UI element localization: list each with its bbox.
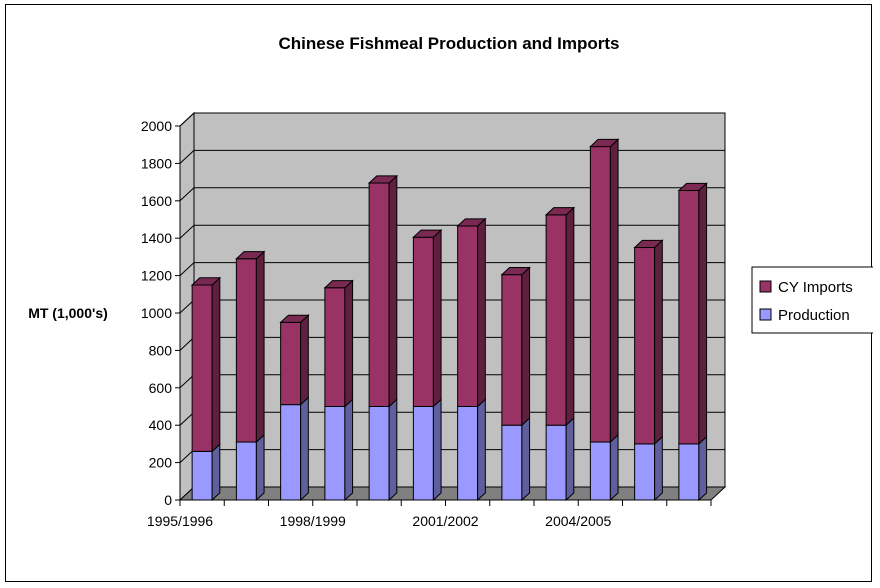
- bar-cy-imports: [280, 321, 302, 406]
- bar-production-side: [432, 398, 442, 502]
- bar-production-side: [477, 398, 486, 502]
- y-tick-label: 800: [149, 342, 173, 358]
- gridline-side: [179, 112, 195, 127]
- bar-production-side: [344, 398, 354, 502]
- y-tick-label: 2000: [141, 118, 172, 134]
- bar-production: [634, 443, 656, 501]
- bar-production-side: [388, 398, 398, 502]
- y-tick-label: 400: [149, 417, 173, 433]
- bar-cy-imports-side: [521, 266, 531, 427]
- bar-production: [678, 443, 700, 501]
- legend: [751, 266, 873, 334]
- bar-production: [457, 406, 479, 501]
- gridline-side: [179, 224, 195, 239]
- gridline-side: [179, 262, 195, 276]
- bar-cy-imports-side: [432, 228, 442, 408]
- bar-cy-imports-side: [300, 314, 309, 406]
- bar-cy-imports-side: [211, 276, 221, 453]
- bar-production: [589, 441, 611, 501]
- bar-cy-imports: [589, 146, 611, 443]
- bar-cy-imports: [457, 225, 479, 407]
- x-tick-label: 1998/1999: [280, 513, 346, 529]
- bar-cy-imports-top: [279, 314, 310, 323]
- y-tick-label: 1000: [141, 305, 172, 321]
- bar-production: [412, 406, 434, 501]
- chart-title: Chinese Fishmeal Production and Imports: [279, 34, 620, 53]
- chart: Chinese Fishmeal Production and Imports 0…: [28, 34, 873, 529]
- bar-production-side: [211, 443, 221, 502]
- bar-cy-imports-side: [609, 138, 619, 444]
- y-tick-label: 1800: [141, 155, 172, 171]
- chart-frame: Chinese Fishmeal Production and Imports 0…: [5, 4, 873, 582]
- x-tick-label: 2001/2002: [412, 513, 478, 529]
- y-tick-label: 200: [149, 455, 173, 471]
- bar-cy-imports-top: [412, 229, 443, 238]
- y-tick-label: 1600: [141, 193, 172, 209]
- y-axis-label: MT (1,000's): [28, 305, 108, 321]
- bar-production-side: [609, 433, 619, 502]
- bar-cy-imports: [324, 287, 346, 408]
- bar-production-side: [698, 435, 708, 502]
- legend-label: CY Imports: [778, 279, 853, 296]
- bar-production: [368, 406, 390, 501]
- bar-cy-imports-top: [323, 280, 354, 289]
- y-tick-label: 0: [164, 492, 172, 508]
- bar-production-side: [521, 416, 531, 502]
- bar-cy-imports-side: [565, 206, 575, 427]
- y-tick-label: 1200: [141, 268, 172, 284]
- bar-production: [324, 406, 346, 501]
- bar-cy-imports-top: [235, 251, 266, 260]
- bar-cy-imports: [501, 274, 523, 426]
- bar-production-side: [654, 435, 663, 502]
- bar-cy-imports-top: [367, 175, 399, 184]
- bar-cy-imports-side: [477, 217, 486, 408]
- legend-swatch: [759, 280, 772, 293]
- legend-swatch: [759, 308, 772, 321]
- bar-cy-imports-side: [255, 250, 265, 444]
- bar-cy-imports: [191, 284, 213, 452]
- bar-cy-imports: [235, 258, 257, 443]
- bar-cy-imports-side: [654, 239, 663, 446]
- bar-cy-imports-side: [698, 182, 708, 446]
- bar-cy-imports-top: [633, 239, 664, 249]
- bar-production: [280, 404, 302, 501]
- bar-production-side: [565, 416, 575, 502]
- bar-cy-imports-top: [589, 138, 620, 148]
- bar-production: [545, 424, 567, 501]
- x-tick-label: 1995/1996: [147, 513, 213, 529]
- bar-cy-imports: [545, 214, 567, 426]
- bar-cy-imports-side: [344, 279, 354, 408]
- gridline-side: [179, 150, 195, 164]
- gridline-side: [179, 187, 195, 202]
- bar-cy-imports-top: [544, 207, 576, 216]
- bar-cy-imports-top: [456, 218, 487, 227]
- bar-cy-imports-top: [190, 277, 222, 286]
- bar-production-side: [255, 433, 265, 502]
- bar-production: [501, 424, 523, 501]
- bar-cy-imports-side: [388, 174, 398, 408]
- bar-cy-imports: [634, 247, 656, 445]
- bar-production: [191, 450, 213, 501]
- bar-cy-imports-top: [500, 267, 531, 276]
- legend-label: Production: [778, 307, 850, 324]
- bar-cy-imports: [678, 190, 700, 445]
- bar-cy-imports: [368, 182, 390, 407]
- bar-cy-imports-top: [677, 182, 708, 192]
- y-tick-label: 600: [149, 380, 173, 396]
- y-tick-label: 1400: [141, 230, 172, 246]
- bar-production-side: [300, 396, 309, 502]
- bar-cy-imports: [412, 236, 434, 407]
- x-tick-label: 2004/2005: [545, 513, 611, 529]
- bar-production: [235, 441, 257, 501]
